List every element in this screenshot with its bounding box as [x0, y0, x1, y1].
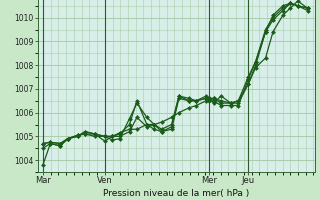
X-axis label: Pression niveau de la mer( hPa ): Pression niveau de la mer( hPa ): [103, 189, 250, 198]
